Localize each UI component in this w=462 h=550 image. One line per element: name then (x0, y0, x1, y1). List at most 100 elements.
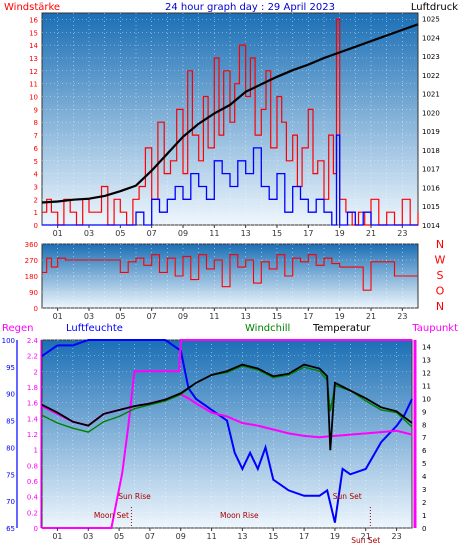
pressure-y-tick-label: 1022 (422, 72, 440, 80)
humidity-y-tick-label: 70 (6, 498, 15, 506)
wind-y-tick-label: 6 (34, 145, 39, 153)
astro-annotation: Moon Rise (220, 511, 259, 520)
temp-y-tick-label: 10 (422, 395, 431, 403)
climate-x-tick-label: 15 (268, 532, 278, 541)
rain-y-tick-label: 1.8 (27, 384, 38, 392)
temp-humidity-panel: 00.20.40.60.811.21.41.61.822.22.46570758… (2, 323, 458, 545)
chart-title: 24 hour graph day : 29 April 2023 (165, 2, 335, 13)
pressure-y-tick-label: 1019 (422, 128, 440, 136)
wind-x-tick-label: 07 (147, 229, 157, 238)
humidity-y-tick-label: 100 (2, 337, 15, 345)
direction-series (42, 254, 418, 291)
wind-y-tick-label: 10 (29, 94, 38, 102)
temp-y-tick-label: 1 (422, 512, 426, 520)
direction-x-tick-label: 17 (303, 312, 313, 321)
direction-x-tick-label: 13 (241, 312, 251, 321)
rain-y-tick-label: 2 (34, 368, 38, 376)
humidity-y-tick-label: 85 (6, 418, 15, 426)
direction-x-tick-label: 03 (84, 312, 94, 321)
direction-x-tick-label: 05 (115, 312, 125, 321)
direction-x-tick-label: 07 (147, 312, 157, 321)
humidity-y-tick-label: 65 (6, 525, 15, 533)
temp-y-tick-label: 5 (422, 460, 426, 468)
direction-y-tick-label: 270 (25, 257, 38, 265)
humidity-y-tick-label: 90 (6, 391, 15, 399)
wind-x-tick-label: 09 (178, 229, 188, 238)
wind-axis-title: Windstärke (4, 2, 60, 13)
astro-annotation: Sun Rise (118, 492, 151, 501)
temp-y-tick-label: 3 (422, 486, 426, 494)
compass-letter: N (436, 238, 444, 251)
direction-x-tick-label: 01 (53, 312, 63, 321)
direction-y-tick-label: 90 (29, 289, 38, 297)
direction-y-tick-label: 0 (34, 305, 38, 313)
climate-x-tick-label: 11 (206, 532, 216, 541)
rain-y-tick-label: 2.2 (27, 353, 38, 361)
rain-y-tick-label: 1 (34, 447, 38, 455)
temp-y-tick-label: 9 (422, 408, 426, 416)
wind-pressure-panel: 0123456789101112131415161014101510161017… (4, 2, 458, 238)
climate-x-tick-label: 23 (391, 532, 401, 541)
temp-y-tick-label: 0 (422, 525, 426, 533)
pressure-y-tick-label: 1020 (422, 109, 440, 117)
temp-y-tick-label: 8 (422, 421, 426, 429)
wind-y-tick-label: 9 (34, 106, 38, 114)
pressure-axis-title: Luftdruck (411, 2, 458, 13)
pressure-series (41, 23, 419, 204)
climate-x-tick-label: 21 (361, 532, 371, 541)
humidity-y-tick-label: 95 (6, 364, 15, 372)
temperature-series (41, 363, 413, 451)
wind-y-tick-label: 7 (34, 132, 38, 140)
pressure-y-tick-label: 1025 (422, 16, 440, 24)
climate-x-tick-label: 07 (145, 532, 155, 541)
compass-letter: N (436, 300, 444, 313)
climate-x-tick-label: 03 (83, 532, 93, 541)
wind-y-tick-label: 8 (34, 119, 38, 127)
wind-y-tick-label: 2 (34, 196, 38, 204)
direction-x-tick-label: 23 (397, 312, 407, 321)
wind-y-tick-label: 14 (29, 42, 38, 50)
temp-y-tick-label: 4 (422, 473, 427, 481)
climate-x-tick-label: 17 (299, 532, 309, 541)
pressure-y-tick-label: 1015 (422, 203, 440, 211)
humidity-y-tick-label: 75 (6, 471, 15, 479)
legend-item: Luftfeuchte (66, 323, 123, 334)
wind-y-tick-label: 12 (29, 68, 38, 76)
temp-y-tick-label: 14 (422, 343, 431, 351)
wind-y-tick-label: 0 (34, 222, 38, 230)
temp-y-tick-label: 2 (422, 499, 426, 507)
climate-x-tick-label: 13 (237, 532, 247, 541)
wind-x-tick-label: 15 (272, 229, 282, 238)
direction-y-tick-label: 180 (25, 273, 38, 281)
direction-x-tick-label: 19 (335, 312, 345, 321)
temp-y-tick-label: 7 (422, 434, 426, 442)
rain-y-tick-label: 1.6 (27, 400, 39, 408)
wind-x-tick-label: 11 (209, 229, 219, 238)
wind-y-tick-label: 15 (29, 29, 38, 37)
temp-y-tick-label: 13 (422, 356, 431, 364)
wind-y-tick-label: 4 (34, 171, 39, 179)
wind-y-tick-label: 11 (29, 81, 38, 89)
wind-y-tick-label: 13 (29, 55, 38, 63)
pressure-y-tick-label: 1017 (422, 166, 440, 174)
temp-y-tick-label: 11 (422, 382, 431, 390)
pressure-y-tick-label: 1014 (422, 222, 440, 230)
pressure-y-tick-label: 1021 (422, 91, 440, 99)
climate-x-tick-label: 01 (52, 532, 62, 541)
rain-y-tick-label: 0 (34, 525, 38, 533)
rain-y-tick-label: 2.4 (27, 337, 39, 345)
legend-item: Temperatur (312, 323, 371, 334)
compass-letter: O (436, 285, 445, 298)
rain-y-tick-label: 0.4 (27, 494, 39, 502)
astro-annotation: Sun Set (333, 492, 362, 501)
rain-y-tick-label: 0.6 (27, 478, 39, 486)
compass-letter: W (435, 254, 446, 267)
wind-x-tick-label: 05 (115, 229, 125, 238)
astro-annotation: Moon Set (94, 511, 129, 520)
wind-x-tick-label: 21 (366, 229, 376, 238)
wind-y-tick-label: 1 (34, 209, 38, 217)
climate-x-tick-label: 05 (114, 532, 124, 541)
wind-avg-series (42, 134, 418, 226)
pressure-y-tick-label: 1018 (422, 147, 440, 155)
